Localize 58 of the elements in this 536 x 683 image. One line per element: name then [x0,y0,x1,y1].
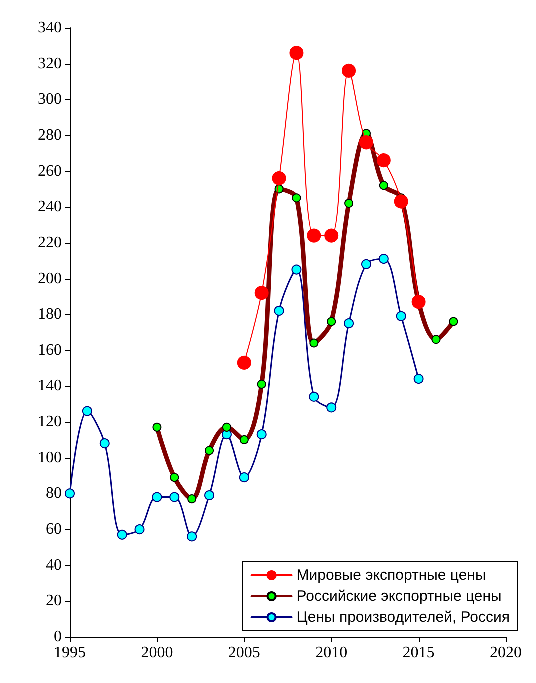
y-tick-label: 40 [46,556,62,574]
point [152,492,162,502]
point [239,472,250,483]
y-tick-label: 160 [38,342,62,359]
y-tick-label: 180 [38,306,62,324]
point [187,532,198,542]
point [394,194,408,209]
point [309,392,320,402]
y-tick-label: 240 [38,198,62,216]
y-tick-label: 20 [46,592,62,610]
point [82,406,92,416]
point [100,438,110,449]
point [134,524,145,535]
y-tick-label: 0 [54,628,62,646]
point [256,430,267,440]
y-tick-label: 300 [38,91,62,108]
point [290,46,304,60]
legend-label: Мировые экспортные цены [296,567,486,584]
x-tick-label: 2010 [316,644,348,662]
point [412,295,426,310]
point [378,254,389,264]
point [204,490,215,500]
x-tick-label: 2020 [490,644,522,662]
y-tick-label: 200 [38,270,62,288]
x-tick-label: 1995 [54,644,86,662]
point [307,228,322,243]
x-tick-label: 2005 [228,644,260,662]
point [414,374,424,384]
point [342,64,356,78]
point [272,171,286,186]
point [170,492,180,502]
point [359,136,374,150]
y-tick-label: 80 [46,485,62,502]
point [376,154,391,168]
y-tick-label: 60 [46,521,62,538]
y-tick-label: 220 [38,234,62,252]
point [324,228,339,243]
point [292,264,302,275]
y-tick-label: 140 [38,378,62,395]
x-tick-label: 2015 [402,644,435,662]
point [237,356,252,370]
y-tick-label: 100 [38,449,62,466]
y-tick-label: 320 [38,55,62,72]
y-tick-label: 260 [38,162,62,180]
point [274,306,284,316]
point [326,402,337,413]
point [117,530,128,540]
legend-label: Российские экспортные цены [296,588,502,605]
y-tick-label: 280 [38,126,62,144]
x-tick-label: 2000 [141,644,174,662]
point [361,259,372,270]
y-tick-label: 120 [38,414,62,431]
point [344,318,354,329]
legend-label: Цены производителей, Россия [296,609,510,626]
point [396,311,406,322]
point [65,488,75,499]
y-tick-label: 340 [38,20,62,36]
point [254,286,269,300]
